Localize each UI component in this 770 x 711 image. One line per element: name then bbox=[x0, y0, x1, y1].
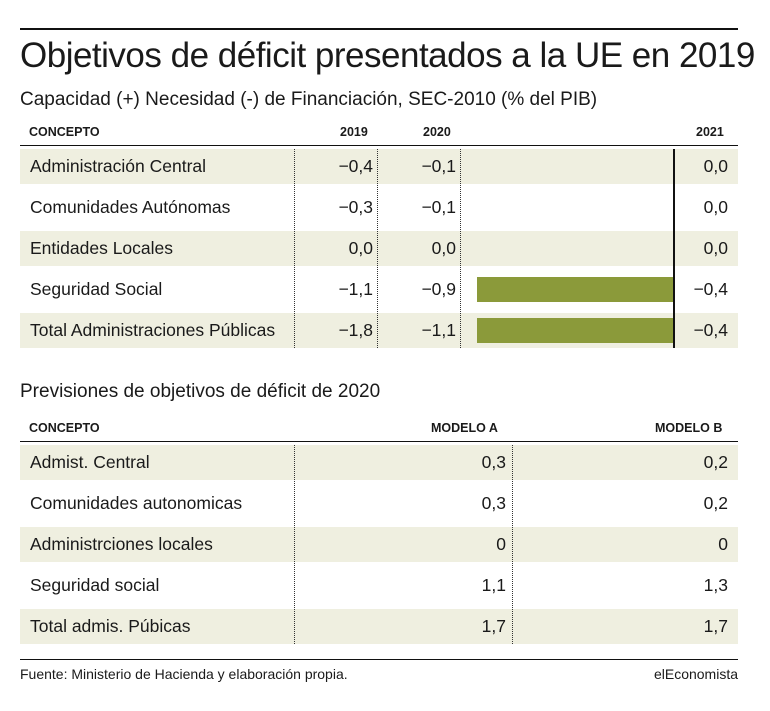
zero-axis-line bbox=[673, 149, 675, 348]
table2-row: Comunidades autonomicas 0,3 0,2 bbox=[20, 486, 738, 521]
table2-header-modelo-a: MODELO A bbox=[431, 421, 498, 435]
footer-rule bbox=[20, 659, 738, 660]
table1-header-2021: 2021 bbox=[696, 125, 724, 139]
row-label: Entidades Locales bbox=[30, 238, 174, 258]
section2-title: Previsiones de objetivos de déficit de 2… bbox=[20, 381, 381, 402]
source-note: Fuente: Ministerio de Hacienda y elabora… bbox=[20, 666, 348, 682]
table2-header-modelo-b: MODELO B bbox=[655, 421, 723, 435]
row-label: Comunidades Autónomas bbox=[30, 197, 231, 217]
brand-logo-text: elEconomista bbox=[653, 666, 738, 682]
row-label: Administrciones locales bbox=[30, 534, 213, 554]
value-2021: −0,4 bbox=[693, 320, 728, 340]
value-2019: −1,1 bbox=[338, 279, 373, 299]
value-2020: −1,1 bbox=[421, 320, 456, 340]
value-modelo-b: 0,2 bbox=[703, 493, 728, 513]
value-2020: −0,1 bbox=[421, 156, 456, 176]
value-2019: −1,8 bbox=[338, 320, 373, 340]
table1-row: Administración Central −0,4 −0,1 0,0 bbox=[20, 149, 738, 184]
top-rule bbox=[20, 28, 738, 30]
value-2021: 0,0 bbox=[703, 238, 728, 258]
table1-header-2020: 2020 bbox=[423, 125, 451, 139]
value-2020: −0,1 bbox=[421, 197, 456, 217]
value-modelo-b: 1,7 bbox=[703, 616, 728, 636]
column-separator bbox=[294, 149, 295, 348]
value-2019: 0,0 bbox=[348, 238, 373, 258]
row-label: Administración Central bbox=[30, 156, 207, 176]
table2-row: Seguridad social 1,1 1,3 bbox=[20, 568, 738, 603]
table2-header-rule bbox=[20, 441, 738, 442]
value-2021: 0,0 bbox=[703, 197, 728, 217]
row-label: Seguridad Social bbox=[30, 279, 163, 299]
table2-header-concepto: CONCEPTO bbox=[29, 421, 100, 435]
row-label: Total admis. Púbicas bbox=[30, 616, 191, 636]
value-2021: 0,0 bbox=[703, 156, 728, 176]
value-modelo-a: 0 bbox=[496, 534, 506, 554]
value-2019: −0,3 bbox=[338, 197, 373, 217]
value-modelo-a: 1,7 bbox=[481, 616, 506, 636]
value-2021: −0,4 bbox=[693, 279, 728, 299]
table2-row: Admist. Central 0,3 0,2 bbox=[20, 445, 738, 480]
chart-subtitle: Capacidad (+) Necesidad (-) de Financiac… bbox=[20, 89, 598, 110]
column-separator bbox=[460, 149, 461, 348]
bar-2021 bbox=[477, 277, 673, 302]
table1-header-concepto: CONCEPTO bbox=[29, 125, 100, 139]
value-2019: −0,4 bbox=[338, 156, 373, 176]
table1-header-2019: 2019 bbox=[340, 125, 368, 139]
table1-header-rule bbox=[20, 145, 738, 146]
column-separator bbox=[512, 445, 513, 644]
column-separator bbox=[294, 445, 295, 644]
table1-row: Comunidades Autónomas −0,3 −0,1 0,0 bbox=[20, 190, 738, 225]
column-separator bbox=[377, 149, 378, 348]
row-label: Comunidades autonomicas bbox=[30, 493, 243, 513]
table1-row: Seguridad Social −1,1 −0,9 −0,4 bbox=[20, 272, 738, 307]
value-modelo-b: 0,2 bbox=[703, 452, 728, 472]
value-2020: 0,0 bbox=[431, 238, 456, 258]
table1-row: Entidades Locales 0,0 0,0 0,0 bbox=[20, 231, 738, 266]
value-2020: −0,9 bbox=[421, 279, 456, 299]
value-modelo-a: 1,1 bbox=[481, 575, 506, 595]
bar-2021 bbox=[477, 318, 673, 343]
chart-title: Objetivos de déficit presentados a la UE… bbox=[20, 36, 755, 75]
value-modelo-a: 0,3 bbox=[481, 452, 506, 472]
table2-row: Total admis. Púbicas 1,7 1,7 bbox=[20, 609, 738, 644]
row-label: Admist. Central bbox=[30, 452, 150, 472]
value-modelo-b: 0 bbox=[718, 534, 728, 554]
table2-row: Administrciones locales 0 0 bbox=[20, 527, 738, 562]
row-label: Total Administraciones Públicas bbox=[30, 320, 276, 340]
value-modelo-b: 1,3 bbox=[703, 575, 728, 595]
value-modelo-a: 0,3 bbox=[481, 493, 506, 513]
row-label: Seguridad social bbox=[30, 575, 160, 595]
